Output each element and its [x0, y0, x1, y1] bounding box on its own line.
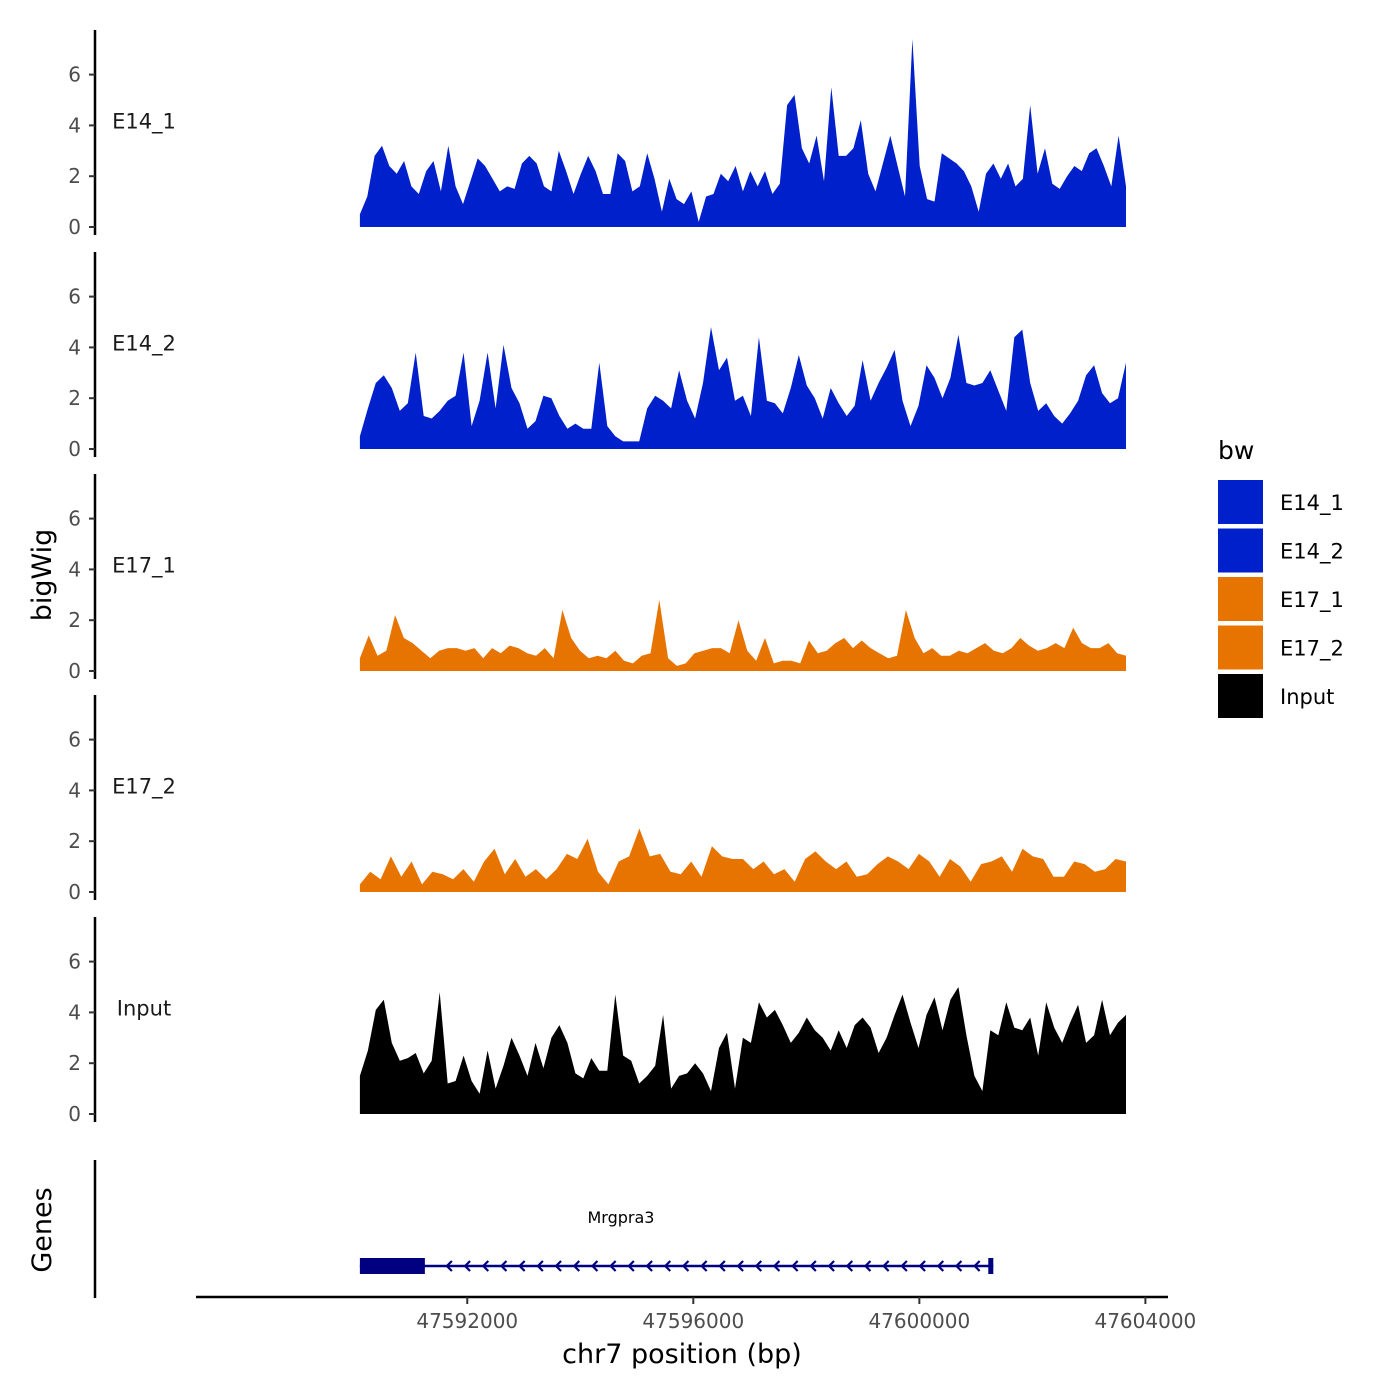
track-label-E17_1: E17_1 [112, 553, 176, 578]
y-tick-label: 6 [68, 728, 81, 752]
y-tick-label: 4 [68, 1000, 81, 1024]
gene-exon-end [988, 1258, 994, 1274]
panel-Input: 0 2 4 6 Input [68, 917, 1126, 1126]
y-tick-label: 0 [68, 215, 81, 239]
strand-arrow [845, 1260, 854, 1272]
y-tick-label: 0 [68, 880, 81, 904]
strand-arrow [809, 1260, 817, 1272]
genes-axis-title: Genes [27, 1187, 58, 1272]
strand-arrow [609, 1260, 617, 1272]
legend-label-E17_1: E17_1 [1280, 588, 1344, 613]
strand-arrow [718, 1260, 726, 1272]
y-tick-label: 6 [68, 63, 81, 87]
strand-arrow [445, 1260, 453, 1272]
track-label-Input: Input [117, 996, 171, 1020]
y-tick-label: 0 [68, 659, 81, 683]
panel-E17_1: 0 2 4 6 E17_1 [68, 474, 1126, 683]
strand-arrow [700, 1260, 708, 1272]
gene-name-label: Mrgpra3 [588, 1208, 655, 1227]
strand-arrow [463, 1260, 471, 1272]
strand-arrow [518, 1260, 526, 1272]
panel-E17_2: 0 2 4 6 E17_2 [68, 695, 1126, 904]
strand-arrow [627, 1260, 635, 1272]
legend-swatch-E14_2 [1218, 528, 1263, 573]
strand-arrow [681, 1260, 690, 1272]
strand-arrow [772, 1260, 781, 1272]
panel-E14_2: 0 2 4 6 E14_2 [68, 252, 1126, 461]
y-tick-label: 2 [68, 829, 81, 853]
y-tick-label: 6 [68, 507, 81, 531]
legend-title: bw [1218, 436, 1254, 465]
legend-label-E17_2: E17_2 [1280, 637, 1344, 662]
legend-label-E14_1: E14_1 [1280, 491, 1344, 516]
y-tick-label: 2 [68, 164, 81, 188]
signal-panels: 0 2 4 6 E14_1 0 2 4 6 E14_2 0 2 4 6 E17_1 0 2 4 6 E17_2 0 2 4 6… [68, 30, 1126, 1126]
legend-swatch-E17_1 [1218, 577, 1263, 621]
strand-arrow [900, 1260, 908, 1272]
x-tick-label: 47596000 [642, 1309, 744, 1333]
strand-arrow [754, 1260, 763, 1272]
x-tick-label: 47604000 [1094, 1309, 1196, 1333]
x-axis: 47592000 47596000 47600000 47604000 [196, 1295, 1196, 1333]
strand-arrow [827, 1260, 835, 1272]
strand-arrow [736, 1260, 744, 1272]
y-tick-label: 4 [68, 335, 81, 359]
y-tick-label: 4 [68, 113, 81, 137]
gene-exon-block [359, 1258, 425, 1274]
gene-track-panel: Mrgpra3 [93, 1160, 994, 1298]
strand-arrow [554, 1260, 562, 1272]
legend-swatch-Input [1218, 674, 1263, 718]
y-tick-label: 6 [68, 950, 81, 974]
area-series-E17_2 [359, 828, 1126, 892]
strand-arrow [645, 1260, 653, 1272]
y-tick-label: 2 [68, 1051, 81, 1075]
y-tick-label: 0 [68, 437, 81, 461]
strand-arrow [536, 1260, 544, 1272]
y-tick-label: 0 [68, 1102, 81, 1126]
y-tick-label: 4 [68, 778, 81, 802]
strand-arrow [882, 1260, 890, 1272]
area-series-E14_2 [359, 327, 1126, 449]
legend-label-E14_2: E14_2 [1280, 540, 1344, 565]
track-label-E14_2: E14_2 [112, 331, 176, 356]
legend-swatch-E17_2 [1218, 625, 1263, 670]
strand-arrow [863, 1260, 872, 1272]
area-series-E14_1 [359, 39, 1126, 227]
x-axis-title: chr7 position (bp) [562, 1339, 802, 1370]
x-tick-label: 47592000 [416, 1309, 518, 1333]
strand-arrow [973, 1260, 981, 1272]
y-tick-label: 2 [68, 608, 81, 632]
legend-swatch-E14_1 [1218, 480, 1263, 524]
track-label-E17_2: E17_2 [112, 774, 176, 799]
strand-arrow [499, 1260, 508, 1272]
strand-arrow [590, 1260, 599, 1272]
panel-E14_1: 0 2 4 6 E14_1 [68, 30, 1126, 239]
x-tick-label: 47600000 [868, 1309, 970, 1333]
y-tick-label: 2 [68, 386, 81, 410]
area-series-Input [359, 987, 1126, 1114]
y-tick-label: 4 [68, 557, 81, 581]
strand-arrow [481, 1260, 490, 1272]
strand-arrow [936, 1260, 945, 1272]
strand-arrow [663, 1260, 672, 1272]
legend: bw E14_1 E14_2 E17_1 E17_2 Input [1218, 436, 1344, 718]
y-tick-label: 6 [68, 285, 81, 309]
track-label-E14_1: E14_1 [112, 109, 176, 134]
strand-arrow [918, 1260, 926, 1272]
strand-arrow [954, 1260, 963, 1272]
y-axis-title: bigWig [27, 529, 58, 622]
strand-arrow [572, 1260, 581, 1272]
legend-label-Input: Input [1280, 685, 1334, 709]
strand-arrow [791, 1260, 799, 1272]
area-series-E17_1 [359, 599, 1126, 671]
